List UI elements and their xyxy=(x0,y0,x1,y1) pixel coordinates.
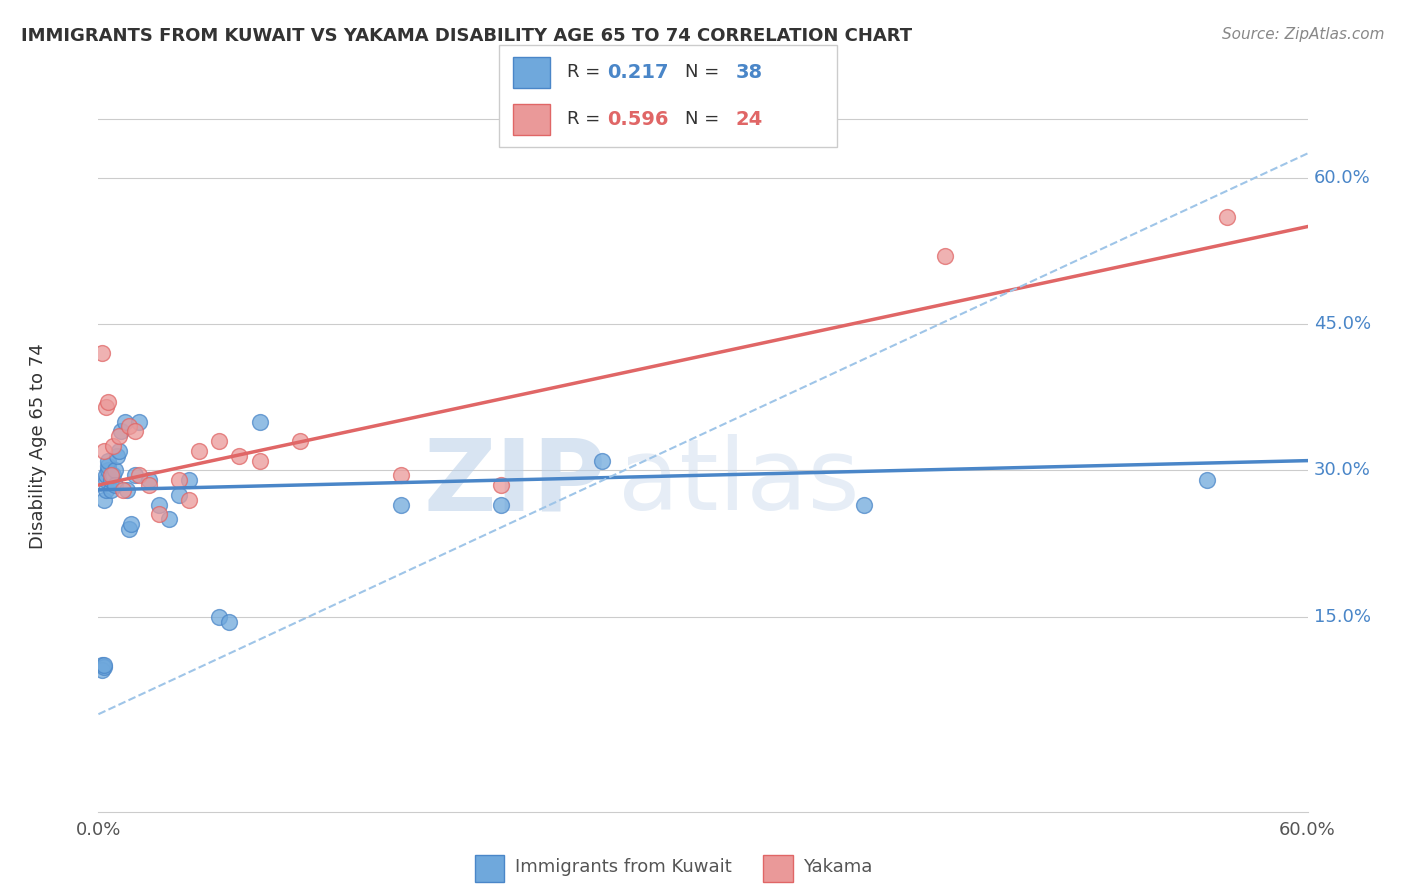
Text: 45.0%: 45.0% xyxy=(1313,315,1371,333)
Point xyxy=(1216,210,1239,224)
Point xyxy=(107,429,129,443)
Text: 24: 24 xyxy=(735,110,762,129)
Text: 0.217: 0.217 xyxy=(607,62,669,82)
Point xyxy=(97,453,120,467)
Point xyxy=(249,453,271,467)
Point xyxy=(179,473,201,487)
Text: 60.0%: 60.0% xyxy=(1313,169,1371,186)
FancyBboxPatch shape xyxy=(763,855,793,881)
Text: ZIP: ZIP xyxy=(423,434,606,531)
Point xyxy=(97,395,120,409)
Text: Source: ZipAtlas.com: Source: ZipAtlas.com xyxy=(1222,27,1385,42)
Point xyxy=(208,609,231,624)
Point xyxy=(148,508,170,522)
Text: Yakama: Yakama xyxy=(803,858,873,877)
Point xyxy=(96,473,118,487)
Point xyxy=(124,468,146,483)
Point xyxy=(91,658,114,673)
Point xyxy=(853,498,876,512)
Point xyxy=(208,434,231,449)
Point xyxy=(491,498,513,512)
FancyBboxPatch shape xyxy=(475,855,505,881)
Text: Disability Age 65 to 74: Disability Age 65 to 74 xyxy=(30,343,46,549)
FancyBboxPatch shape xyxy=(499,45,837,147)
Point xyxy=(110,425,132,439)
Point xyxy=(103,478,125,492)
Point xyxy=(934,249,956,263)
Text: 0.596: 0.596 xyxy=(607,110,669,129)
Text: R =: R = xyxy=(567,63,606,81)
Point xyxy=(100,473,122,487)
Point xyxy=(103,463,125,477)
Point xyxy=(128,415,150,429)
Point xyxy=(101,439,124,453)
Point xyxy=(167,488,190,502)
Text: atlas: atlas xyxy=(619,434,860,531)
Point xyxy=(138,478,160,492)
Point xyxy=(188,443,211,458)
Point xyxy=(118,419,141,434)
Text: 38: 38 xyxy=(735,62,762,82)
Point xyxy=(148,498,170,512)
Point xyxy=(114,415,136,429)
Point xyxy=(491,478,513,492)
Point xyxy=(389,498,412,512)
Point xyxy=(96,468,118,483)
Point xyxy=(93,660,115,674)
Point xyxy=(288,434,311,449)
Point xyxy=(128,468,150,483)
Point xyxy=(218,615,240,629)
Point xyxy=(157,512,180,526)
Point xyxy=(591,453,613,467)
Point xyxy=(97,463,120,477)
Point xyxy=(389,468,412,483)
Point xyxy=(96,400,118,414)
FancyBboxPatch shape xyxy=(513,104,550,135)
Text: 15.0%: 15.0% xyxy=(1313,607,1371,625)
Text: IMMIGRANTS FROM KUWAIT VS YAKAMA DISABILITY AGE 65 TO 74 CORRELATION CHART: IMMIGRANTS FROM KUWAIT VS YAKAMA DISABIL… xyxy=(21,27,912,45)
Point xyxy=(105,449,128,463)
Text: R =: R = xyxy=(567,111,606,128)
Point xyxy=(107,443,129,458)
Point xyxy=(179,492,201,507)
Text: 30.0%: 30.0% xyxy=(1313,461,1371,479)
Point xyxy=(167,473,190,487)
Point xyxy=(1195,473,1218,487)
Point xyxy=(118,522,141,536)
Point xyxy=(101,468,124,483)
Point xyxy=(91,663,114,677)
Text: Immigrants from Kuwait: Immigrants from Kuwait xyxy=(515,858,731,877)
Point xyxy=(93,492,115,507)
Point xyxy=(228,449,250,463)
Point xyxy=(115,483,138,497)
Point xyxy=(91,346,114,360)
Point xyxy=(124,425,146,439)
Point xyxy=(111,483,134,497)
Point xyxy=(93,443,115,458)
Point xyxy=(96,483,118,497)
Text: N =: N = xyxy=(685,63,724,81)
Point xyxy=(97,458,120,473)
Point xyxy=(100,468,122,483)
Point xyxy=(249,415,271,429)
Point xyxy=(93,658,115,673)
Point xyxy=(120,516,142,531)
Text: N =: N = xyxy=(685,111,724,128)
Point xyxy=(100,483,122,497)
FancyBboxPatch shape xyxy=(513,57,550,87)
Point xyxy=(138,473,160,487)
